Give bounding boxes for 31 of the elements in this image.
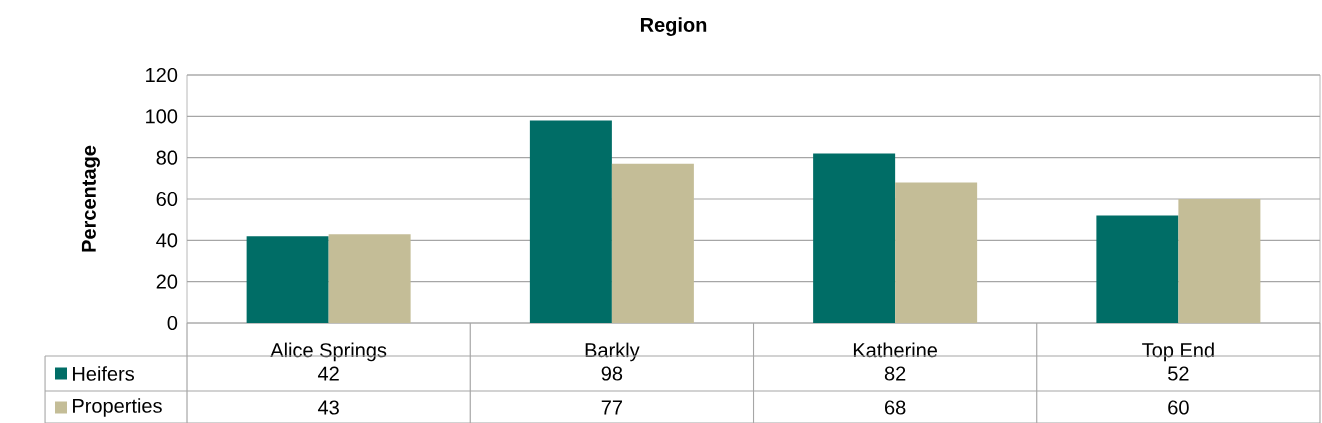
bar — [328, 234, 411, 323]
bar — [813, 153, 896, 323]
data-label: 43 — [317, 400, 339, 415]
legend-label: Properties — [73, 398, 162, 417]
y-axis-title: Percentage — [81, 145, 100, 252]
data-label: 82 — [884, 366, 906, 381]
x-tick-label: Top End — [1142, 342, 1214, 362]
y-tick-label: 100 — [146, 109, 178, 124]
bar — [895, 182, 978, 323]
y-tick-label: 20 — [156, 274, 178, 289]
y-tick-label: 80 — [156, 150, 178, 165]
data-label: 52 — [1168, 366, 1189, 381]
bar — [246, 236, 329, 323]
bar — [611, 163, 694, 323]
legend-label: Heifers — [73, 366, 135, 381]
data-label: 77 — [601, 400, 623, 415]
bar — [1178, 199, 1261, 323]
data-label: 42 — [317, 366, 339, 381]
x-tick-label: Katherine — [853, 342, 938, 358]
y-tick-label: 120 — [146, 67, 178, 83]
bar — [1096, 215, 1179, 323]
y-tick-label: 60 — [156, 191, 178, 207]
y-tick-label: 40 — [156, 233, 178, 248]
y-tick-label: 0 — [167, 315, 178, 331]
data-label: 60 — [1168, 400, 1189, 415]
x-tick-label: Alice Springs — [270, 342, 387, 362]
data-label: 98 — [601, 366, 623, 381]
x-tick-label: Barkly — [585, 342, 640, 362]
chart-title: Region — [640, 17, 707, 36]
bar — [529, 120, 612, 323]
data-label: 68 — [885, 400, 906, 415]
